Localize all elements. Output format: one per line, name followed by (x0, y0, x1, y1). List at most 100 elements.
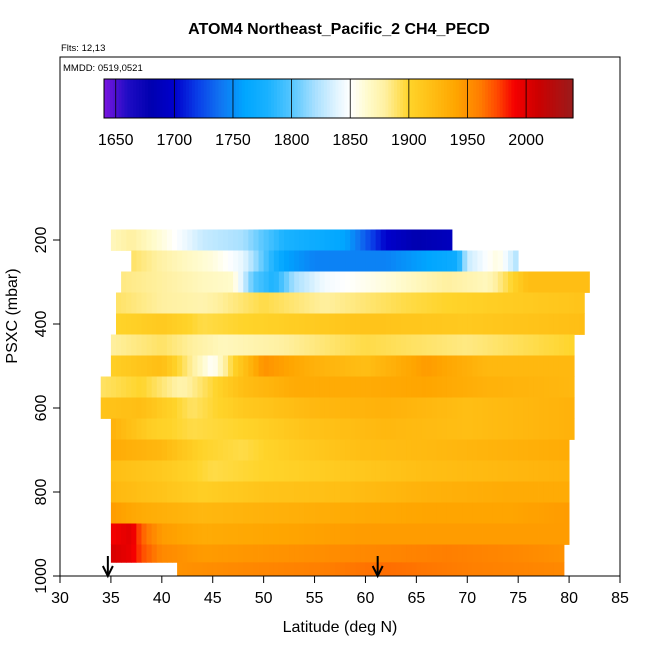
heat-cell (258, 376, 265, 398)
heat-cell (136, 397, 142, 419)
heat-cell (574, 292, 580, 314)
heat-cell (340, 460, 346, 482)
heat-cell (192, 271, 198, 293)
heat-cell (329, 292, 336, 314)
heat-cell (258, 418, 265, 440)
heat-cell (334, 292, 341, 314)
heat-cell (340, 292, 346, 314)
heat-cell (421, 460, 427, 482)
heat-cell (192, 334, 198, 356)
heat-cell (518, 292, 524, 314)
heat-cell (426, 460, 433, 482)
heat-cell (390, 481, 397, 503)
heat-cell (350, 334, 356, 356)
colorbar-swatch (106, 79, 111, 118)
heat-cell (513, 355, 519, 377)
heat-cell (487, 334, 494, 356)
colorbar-swatch (561, 79, 565, 118)
colorbar-swatch (162, 79, 167, 118)
heat-cell (385, 250, 392, 272)
heat-cell (533, 376, 539, 398)
heat-cell (569, 418, 575, 440)
heat-cell (228, 397, 234, 419)
heat-cell (390, 460, 397, 482)
heat-cell (543, 355, 550, 377)
heat-cell (141, 544, 147, 563)
colorbar-swatch (382, 79, 386, 118)
heat-cell (192, 439, 198, 461)
chart-title: ATOM4 Northeast_Pacific_2 CH4_PECD (188, 21, 490, 38)
heat-cell (161, 271, 168, 293)
heat-cell (222, 334, 229, 356)
heat-cell (477, 313, 483, 335)
heat-cell (258, 271, 265, 293)
heat-cell (202, 460, 209, 482)
heat-cell (508, 460, 514, 482)
heat-cell (467, 544, 473, 563)
heat-cell (457, 355, 463, 377)
colorbar-swatch (317, 79, 322, 118)
heat-cell (334, 418, 341, 440)
heat-cell (258, 562, 265, 577)
heat-cell (273, 562, 280, 577)
colorbar-swatch (282, 79, 287, 118)
heat-cell (126, 460, 132, 482)
heat-cell (345, 418, 351, 440)
heat-cell (116, 313, 122, 335)
heat-cell (268, 502, 275, 524)
heat-cell (355, 418, 361, 440)
heat-cell (350, 376, 356, 398)
heat-cell (217, 397, 224, 419)
heat-cell (350, 439, 356, 461)
colorbar-swatch (159, 79, 164, 118)
heat-cell (334, 481, 341, 503)
heat-cell (177, 481, 183, 503)
colorbar-swatch (315, 79, 319, 118)
heat-cell (396, 334, 402, 356)
colorbar-swatch (546, 79, 551, 118)
heat-cell (131, 229, 137, 251)
heat-cell (553, 355, 560, 377)
heat-cell (553, 271, 560, 293)
heat-cell (508, 418, 514, 440)
heat-cell (502, 271, 509, 293)
heat-cell (222, 418, 229, 440)
heat-cell (431, 481, 438, 503)
heat-cell (355, 250, 361, 272)
heat-cell (553, 439, 560, 461)
heat-cell (487, 460, 494, 482)
heat-cell (482, 460, 489, 482)
heat-cell (294, 250, 300, 272)
heat-cell (207, 523, 214, 545)
heat-cell (324, 562, 331, 577)
heat-cell (472, 544, 478, 563)
colorbar-swatch (200, 79, 205, 118)
heat-cell (350, 481, 356, 503)
heat-cell (207, 397, 214, 419)
heat-cell (172, 502, 178, 524)
heat-cell (564, 334, 570, 356)
heat-cell (548, 481, 555, 503)
heat-cell (156, 523, 163, 545)
heat-cell (334, 523, 341, 545)
heat-cell (110, 334, 117, 356)
heat-cell (401, 418, 407, 440)
heat-cell (299, 271, 305, 293)
heat-cell (375, 397, 382, 419)
heat-cell (492, 355, 499, 377)
heat-cell (462, 523, 468, 545)
heat-cell (299, 418, 305, 440)
heat-cell (166, 334, 173, 356)
heat-cell (375, 523, 382, 545)
heat-cell (248, 460, 254, 482)
heat-cell (370, 502, 377, 524)
heat-cell (528, 562, 534, 577)
heat-cell (212, 562, 219, 577)
heat-cell (569, 376, 575, 398)
heat-cell (564, 376, 570, 398)
heat-cell (217, 250, 224, 272)
heat-cell (273, 229, 280, 251)
heat-cell (380, 397, 387, 419)
heat-cell (319, 355, 326, 377)
heat-cell (431, 229, 438, 251)
